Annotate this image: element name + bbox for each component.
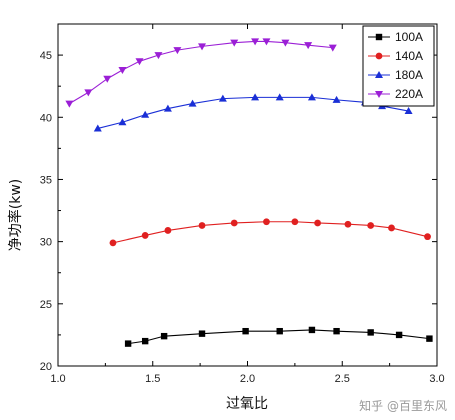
x-tick-label: 2.0 [240, 373, 255, 385]
legend-marker-220A [375, 91, 383, 98]
data-point-220A [118, 67, 127, 75]
data-point-180A [275, 93, 284, 101]
x-tick-label: 2.5 [335, 373, 350, 385]
watermark-text: 知乎 @百里东风 [359, 399, 447, 413]
data-point-180A [188, 99, 197, 107]
data-point-140A [230, 219, 238, 227]
y-tick-label: 25 [40, 299, 52, 311]
data-point-220A [198, 43, 207, 51]
legend-label-220A: 220A [395, 87, 423, 101]
data-point-220A [103, 75, 112, 83]
data-point-100A [242, 327, 249, 335]
data-point-220A [173, 47, 182, 55]
data-point-220A [84, 89, 93, 97]
data-point-100A [198, 330, 206, 337]
series-line-140A [112, 221, 428, 244]
series-140A [109, 218, 431, 247]
x-tick-label: 1.5 [145, 373, 160, 385]
data-point-100A [141, 337, 149, 345]
series-line-220A [69, 40, 333, 105]
data-point-220A [154, 52, 163, 60]
data-point-180A [332, 95, 341, 103]
data-point-180A [251, 93, 260, 101]
data-point-220A [281, 39, 290, 47]
data-point-220A [230, 39, 239, 47]
y-tick-label: 35 [40, 174, 52, 186]
data-point-100A [124, 340, 132, 347]
data-point-140A [291, 218, 299, 226]
legend-marker-100A [375, 33, 383, 41]
data-point-180A [141, 110, 150, 118]
data-point-220A [135, 58, 144, 66]
data-point-140A [164, 227, 172, 234]
legend-marker-180A [375, 71, 383, 78]
y-tick-label: 30 [40, 237, 52, 249]
data-point-180A [93, 124, 102, 132]
legend-label-180A: 180A [395, 68, 423, 82]
legend-marker-140A [375, 52, 383, 60]
data-point-140A [314, 219, 322, 227]
data-point-220A [304, 42, 313, 50]
data-point-220A [328, 44, 337, 52]
data-point-180A [118, 118, 127, 126]
series-220A [65, 38, 337, 108]
data-point-100A [308, 326, 316, 334]
x-axis-title: 过氧比 [226, 396, 268, 412]
data-point-140A [109, 239, 117, 247]
y-tick-label: 40 [40, 112, 52, 124]
x-tick-label: 1.0 [50, 373, 65, 385]
legend: 100A 140A 180A 220A [362, 25, 435, 107]
data-point-220A [65, 100, 74, 108]
data-point-140A [388, 224, 395, 232]
data-point-140A [367, 222, 375, 229]
legend-label-100A: 100A [395, 30, 423, 44]
y-tick-label: 20 [40, 361, 52, 373]
axes: 1.0 1.5 2.0 2.5 3.0 20 25 30 35 40 45 [40, 24, 445, 385]
y-axis-title: 净功率(kw) [7, 179, 24, 251]
data-point-100A [333, 327, 340, 335]
data-point-140A [198, 222, 206, 229]
data-point-100A [395, 331, 403, 339]
y-tick-label: 45 [40, 50, 52, 62]
legend-box [362, 25, 435, 107]
data-point-180A [163, 104, 172, 112]
data-point-220A [262, 38, 271, 46]
legend-label-140A: 140A [395, 49, 423, 63]
data-point-140A [263, 218, 270, 226]
data-point-100A [160, 332, 168, 340]
data-point-180A [218, 94, 227, 102]
x-tick-label: 3.0 [429, 373, 444, 385]
series-100A [124, 326, 433, 347]
data-point-180A [404, 107, 413, 115]
data-point-220A [251, 38, 260, 46]
data-point-100A [276, 327, 283, 335]
data-point-140A [344, 220, 352, 228]
data-point-100A [367, 329, 374, 336]
data-point-100A [426, 335, 433, 342]
data-point-140A [424, 233, 431, 241]
data-point-180A [307, 93, 316, 101]
data-point-140A [141, 232, 149, 239]
